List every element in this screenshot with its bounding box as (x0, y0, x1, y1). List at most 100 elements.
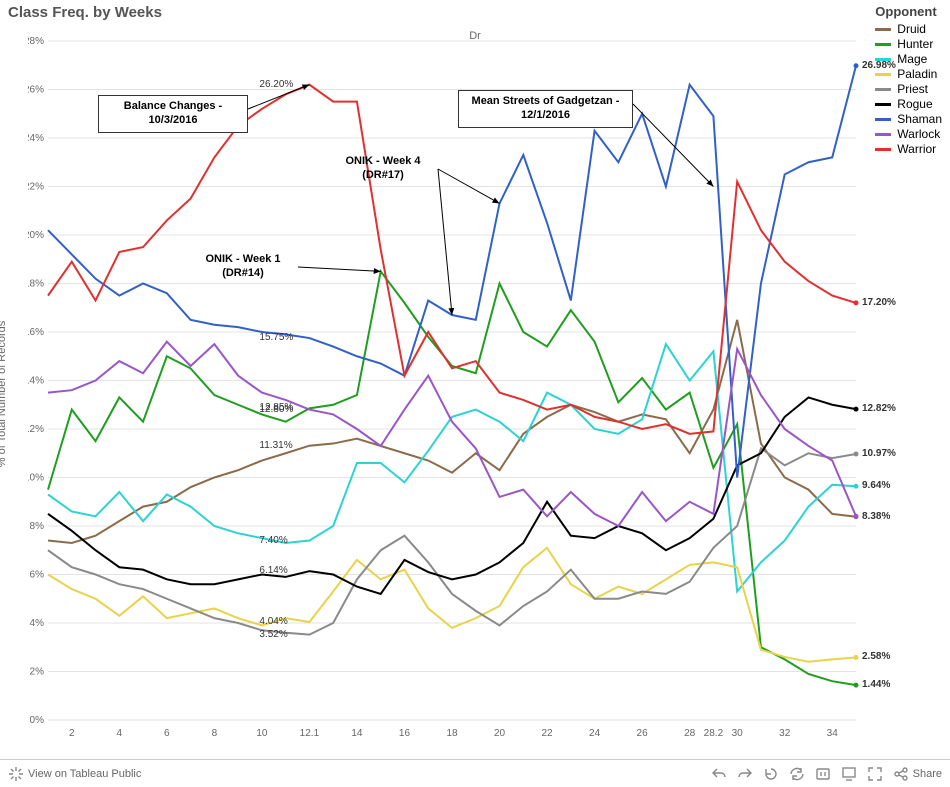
view-on-tableau-label: View on Tableau Public (28, 768, 141, 780)
legend: Opponent DruidHunterMagePaladinPriestRog… (875, 4, 942, 157)
legend-label: Hunter (897, 37, 933, 51)
legend-swatch (875, 73, 891, 76)
legend-item-druid[interactable]: Druid (875, 22, 942, 36)
svg-text:22: 22 (541, 728, 553, 739)
legend-item-rogue[interactable]: Rogue (875, 97, 942, 111)
svg-text:28.2: 28.2 (704, 728, 724, 739)
svg-text:18%: 18% (28, 279, 44, 290)
legend-label: Rogue (897, 97, 932, 111)
annotation: ONIK - Week 1 (DR#14) (188, 253, 298, 281)
svg-text:20%: 20% (28, 230, 44, 241)
share-button[interactable]: Share (893, 766, 942, 782)
legend-label: Paladin (897, 67, 937, 81)
legend-item-warlock[interactable]: Warlock (875, 127, 942, 141)
legend-swatch (875, 148, 891, 151)
refresh-icon (789, 766, 805, 782)
legend-swatch (875, 133, 891, 136)
mid-label: 3.52% (259, 629, 287, 640)
mid-label: 12.80% (259, 404, 293, 415)
svg-text:18: 18 (446, 728, 458, 739)
svg-text:16%: 16% (28, 327, 44, 338)
svg-text:24%: 24% (28, 133, 44, 144)
download-icon (841, 766, 857, 782)
svg-text:8: 8 (212, 728, 218, 739)
undo-button[interactable] (711, 766, 727, 782)
annotation: ONIK - Week 4 (DR#17) (328, 155, 438, 183)
legend-swatch (875, 88, 891, 91)
legend-swatch (875, 103, 891, 106)
legend-item-shaman[interactable]: Shaman (875, 112, 942, 126)
page-title: Class Freq. by Weeks (8, 4, 162, 21)
legend-item-hunter[interactable]: Hunter (875, 37, 942, 51)
end-label-paladin: 2.58% (862, 651, 890, 662)
svg-text:10%: 10% (28, 473, 44, 484)
redo-icon (737, 766, 753, 782)
revert-button[interactable] (763, 766, 779, 782)
end-label-shaman: 26.98% (862, 60, 896, 71)
svg-text:28%: 28% (28, 36, 44, 47)
annotation: Mean Streets of Gadgetzan - 12/1/2016 (458, 90, 633, 128)
share-icon (893, 766, 909, 782)
mid-label: 11.31% (259, 440, 292, 451)
svg-text:0%: 0% (30, 715, 45, 726)
svg-text:8%: 8% (30, 521, 45, 532)
svg-text:28: 28 (684, 728, 696, 739)
refresh-button[interactable] (789, 766, 805, 782)
tableau-toolbar: View on Tableau Public Share (0, 759, 950, 787)
line-chart: 0% 2% 4% 6% 8% 10% 12% 14% 16% 18% 20% 22% 24% 26% 28%… (28, 35, 862, 742)
svg-text:20: 20 (494, 728, 506, 739)
end-label-priest: 10.97% (862, 448, 896, 459)
revert-icon (763, 766, 779, 782)
end-label-warrior: 17.20% (862, 297, 896, 308)
y-axis-label: % of Total Number of Records (0, 320, 8, 467)
svg-text:14%: 14% (28, 376, 44, 387)
tableau-icon (8, 766, 24, 782)
mid-label: 26.20% (259, 79, 293, 90)
legend-label: Shaman (897, 112, 942, 126)
legend-label: Warrior (897, 142, 936, 156)
svg-text:26: 26 (637, 728, 649, 739)
svg-text:4: 4 (117, 728, 123, 739)
mid-label: 15.75% (259, 332, 293, 343)
redo-button[interactable] (737, 766, 753, 782)
chart-area: 0% 2% 4% 6% 8% 10% 12% 14% 16% 18% 20% 22% 24% 26% 28%… (28, 35, 862, 742)
legend-label: Mage (897, 52, 927, 66)
svg-text:2%: 2% (30, 667, 45, 678)
annotation: Balance Changes - 10/3/2016 (98, 95, 248, 133)
legend-title: Opponent (875, 4, 942, 19)
end-label-druid: 8.38% (862, 511, 890, 522)
download-button[interactable] (841, 766, 857, 782)
fullscreen-button[interactable] (867, 766, 883, 782)
svg-text:16: 16 (399, 728, 411, 739)
end-label-rogue: 12.82% (862, 403, 896, 414)
legend-item-priest[interactable]: Priest (875, 82, 942, 96)
mid-label: 4.04% (259, 616, 287, 627)
pause-icon (815, 766, 831, 782)
mid-label: 7.40% (259, 535, 287, 546)
mid-label: 6.14% (259, 565, 287, 576)
legend-swatch (875, 118, 891, 121)
pause-button[interactable] (815, 766, 831, 782)
svg-text:22%: 22% (28, 182, 44, 193)
svg-text:6: 6 (164, 728, 170, 739)
legend-swatch (875, 28, 891, 31)
legend-label: Priest (897, 82, 928, 96)
svg-text:30: 30 (732, 728, 744, 739)
fullscreen-icon (867, 766, 883, 782)
svg-text:12%: 12% (28, 424, 44, 435)
view-on-tableau-button[interactable]: View on Tableau Public (8, 766, 141, 782)
svg-text:4%: 4% (30, 618, 45, 629)
legend-swatch (875, 43, 891, 46)
svg-text:26%: 26% (28, 85, 44, 96)
svg-text:2: 2 (69, 728, 75, 739)
legend-label: Druid (897, 22, 926, 36)
end-label-hunter: 1.44% (862, 679, 890, 690)
svg-text:32: 32 (779, 728, 791, 739)
legend-label: Warlock (897, 127, 940, 141)
svg-text:12.1: 12.1 (300, 728, 320, 739)
legend-item-warrior[interactable]: Warrior (875, 142, 942, 156)
end-label-mage: 9.64% (862, 480, 890, 491)
share-label: Share (913, 768, 942, 780)
svg-text:6%: 6% (30, 570, 45, 581)
svg-text:14: 14 (351, 728, 363, 739)
